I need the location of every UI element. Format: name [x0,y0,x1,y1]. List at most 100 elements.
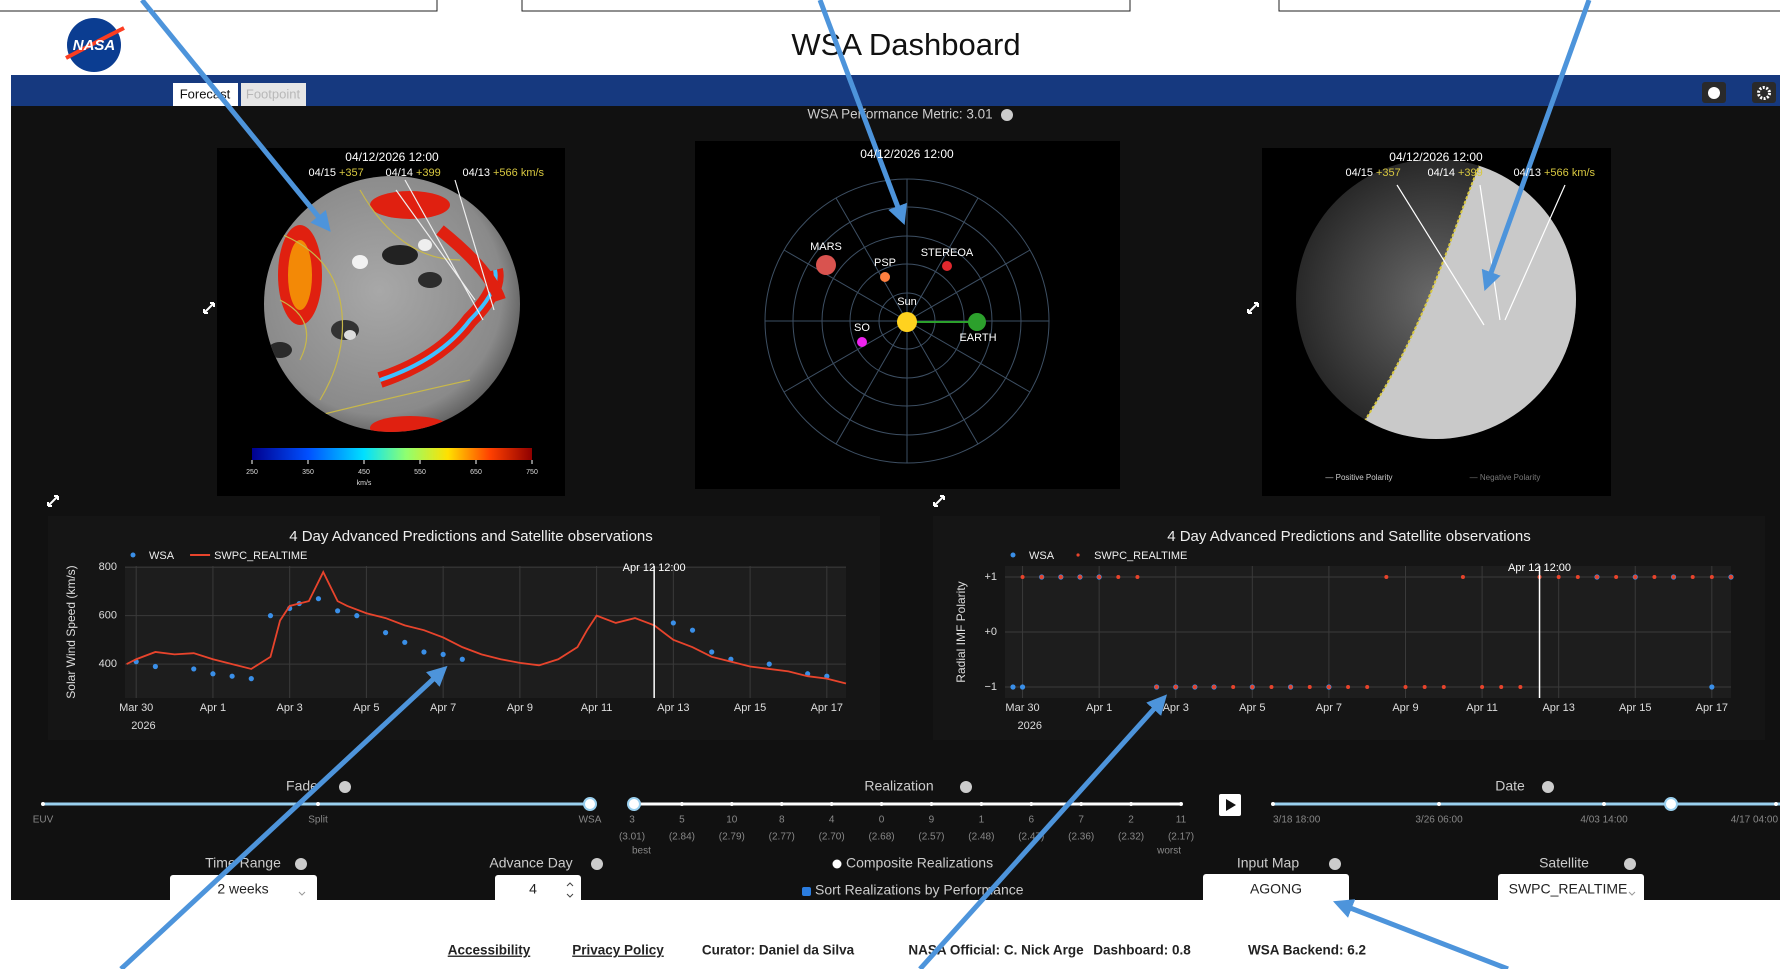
footer-link[interactable]: Accessibility [448,943,531,958]
slider-handle[interactable] [1665,798,1677,810]
data-point [1231,685,1235,689]
realization-id: 10 [726,815,738,826]
info-icon[interactable] [591,858,603,870]
radio-label[interactable]: Composite Realizations [846,855,993,871]
y-axis-label: Radial IMF Polarity [954,581,968,682]
data-point [1097,575,1101,579]
realization-id: 5 [679,815,685,826]
info-icon[interactable] [295,858,307,870]
slider-tick [1774,802,1778,806]
legend-entry: — Positive Polarity [1325,473,1392,482]
footer [20,900,1780,969]
colorbar-tick-label: 650 [470,469,482,476]
x-tick-label: Apr 5 [1239,702,1265,714]
legend-symbol [1011,553,1016,558]
realization-score: (2.57) [918,832,944,843]
x-tick-label: Apr 11 [1466,702,1498,714]
label-speed: +357 [1376,167,1401,179]
data-point [1499,685,1503,689]
page-title: WSA Dashboard [791,27,1020,62]
realization-id: 2 [1128,815,1134,826]
colorbar-unit: km/s [357,480,372,487]
legend-entry[interactable]: SWPC_REALTIME [1094,550,1187,562]
checkbox[interactable] [802,887,811,896]
legend-entry[interactable]: SWPC_REALTIME [214,550,307,562]
page: {"header":{"title":"WSA Dashboard","logo… [0,0,1780,969]
data-point [671,620,676,625]
slider-tick [780,802,784,806]
x-tick-label: Apr 1 [200,702,226,714]
data-point [210,671,215,676]
slider-tick [1602,802,1606,806]
colorbar-tick-label: 350 [302,469,314,476]
x-tick-label: Mar 30 [119,702,153,714]
x-tick-label: Apr 13 [657,702,689,714]
realization-id: 0 [879,815,885,826]
slider-tick [730,802,734,806]
slider-label: 3/18 18:00 [1273,815,1321,826]
data-point [1308,685,1312,689]
data-point [1116,575,1120,579]
info-icon[interactable] [1001,109,1013,121]
realization-score: (2.68) [868,832,894,843]
x-tick-label: Apr 9 [507,702,533,714]
info-icon[interactable] [1542,781,1554,793]
colorbar-tick-label: 550 [414,469,426,476]
info-icon[interactable] [1624,858,1636,870]
data-point [191,666,196,671]
realization-score: (2.84) [669,832,695,843]
metric: WSA Performance Metric: 3.01 [807,107,992,122]
data-point [1442,685,1446,689]
x-tick-label: Apr 17 [811,702,843,714]
slider-tick [1271,802,1275,806]
label-speed: +566 km/s [493,167,545,179]
y-axis-label: Solar Wind Speed (km/s) [64,565,78,698]
chart-title: 4 Day Advanced Predictions and Satellite… [289,528,653,545]
tab-label[interactable]: Footpoint [246,86,301,101]
radio[interactable] [833,860,842,869]
realization-score: (2.36) [1068,832,1094,843]
slider-tick [880,802,884,806]
body-label: PSP [874,257,896,269]
info-icon[interactable] [1329,858,1341,870]
body-label: EARTH [959,332,996,344]
data-point [1518,685,1522,689]
y-tick-label: +1 [984,571,997,583]
x-tick-label: Apr 11 [581,702,613,714]
slider-tick [1437,802,1441,806]
data-point [1021,575,1025,579]
logo-text: NASA [73,37,116,54]
x-tick-label: Apr 15 [734,702,766,714]
info-icon[interactable] [960,781,972,793]
data-point [1269,685,1273,689]
dropdown-value[interactable]: 2 weeks [217,881,268,897]
realization-score: (2.48) [968,832,994,843]
control-label: Advance Day [489,855,572,871]
legend-entry[interactable]: WSA [1029,550,1055,562]
data-point [709,649,714,654]
input-value[interactable]: 4 [529,881,537,897]
data-point [1078,575,1082,579]
data-point [1710,575,1714,579]
realization-score: (3.01) [619,832,645,843]
slider-tick [1179,802,1183,806]
orbit-date: 04/12/2026 12:00 [860,147,954,161]
data-point [1423,685,1427,689]
data-point [354,613,359,618]
legend-entry[interactable]: WSA [149,550,175,562]
colorbar [252,448,532,460]
footer-link[interactable]: Privacy Policy [572,943,664,958]
data-point [1595,575,1599,579]
data-point [1461,575,1465,579]
info-icon[interactable] [339,781,351,793]
planet [880,272,890,282]
data-point [230,674,235,679]
legend-entry: — Negative Polarity [1470,473,1541,482]
dropdown-value[interactable]: SWPC_REALTIME [1509,881,1628,897]
data-point [249,676,254,681]
label-date: 04/13 [462,167,490,179]
data-point [1193,685,1197,689]
dropdown-value[interactable]: AGONG [1250,881,1302,897]
data-point [383,630,388,635]
annotation-label: Apr 12 12:00 [1508,562,1571,574]
